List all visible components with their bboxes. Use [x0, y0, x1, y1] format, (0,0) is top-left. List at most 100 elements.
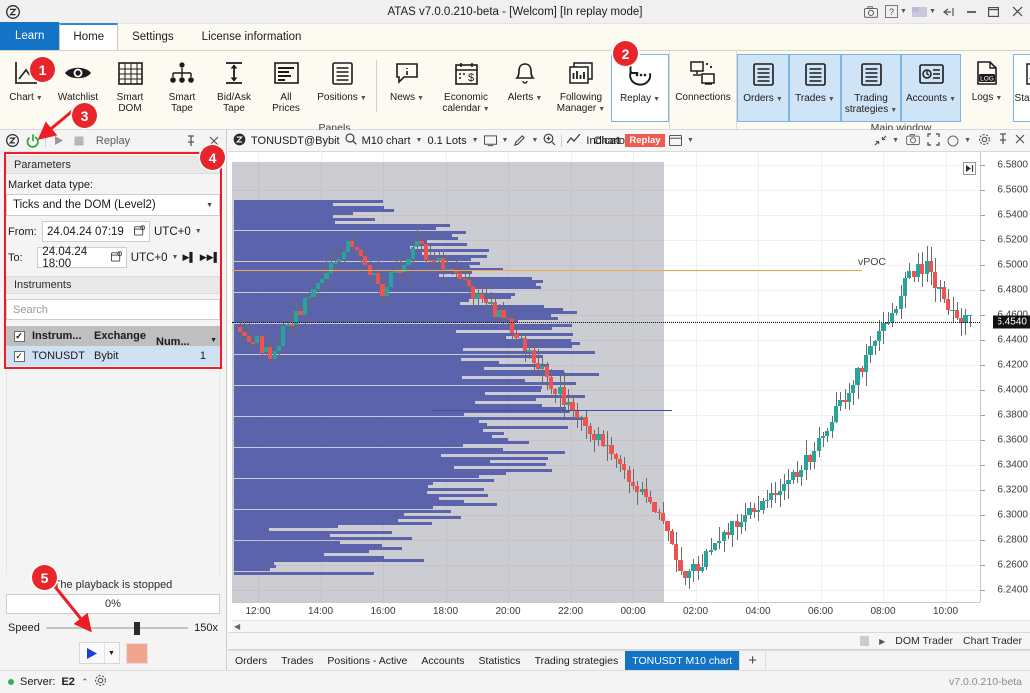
power-icon[interactable] — [25, 133, 40, 148]
volume-profile-bar — [234, 342, 580, 346]
tab-learn[interactable]: Learn — [0, 22, 60, 50]
calendar-icon[interactable] — [110, 250, 122, 265]
candle-body — [881, 323, 886, 331]
chart-indicators-button[interactable]: Indicators — [586, 134, 635, 147]
gear-icon[interactable] — [94, 674, 107, 690]
playback-play-button[interactable] — [80, 647, 104, 660]
screenshot-button[interactable] — [860, 0, 882, 24]
tab-settings[interactable]: Settings — [132, 31, 174, 43]
candle-body — [514, 333, 519, 339]
market-data-type-select[interactable]: Ticks and the DOM (Level2) ▼ — [6, 194, 220, 216]
column-header-instrument[interactable]: Instrum... — [32, 330, 82, 342]
gridline — [232, 364, 980, 366]
bottom-tab-statistics[interactable]: Statistics — [478, 654, 521, 667]
ribbon-button-following-manager[interactable]: Following Manager ▼ — [551, 54, 611, 122]
expand-icon[interactable]: ▶ — [879, 636, 886, 646]
from-datetime-input[interactable]: 24.04.24 07:19 — [42, 221, 150, 242]
close-icon[interactable] — [206, 133, 221, 148]
to-timezone-select[interactable]: UTC+0 ▼ — [130, 251, 179, 264]
chart-trader-button[interactable]: Chart Trader — [963, 635, 1022, 647]
chart-drawing-button[interactable]: ▼ — [513, 134, 538, 147]
ribbon-button-statistics[interactable]: Statistics▼ — [1013, 54, 1030, 122]
ribbon-button-bid-ask-tape[interactable]: Bid/Ask Tape — [208, 54, 260, 122]
ribbon-button-watchlist[interactable]: Watchlist — [52, 54, 104, 122]
to-timezone-value: UTC+0 — [130, 251, 168, 264]
chart-time-axis[interactable]: 12:00 14:00 16:00 18:00 20:00 22:00 00:00 02:00… — [232, 602, 980, 620]
gridline — [232, 439, 980, 441]
collapse-ribbon-button[interactable] — [938, 0, 960, 24]
ribbon-button-economic-calendar[interactable]: $ Economic calendar ▼ — [433, 54, 499, 122]
table-row[interactable]: ✓ TONUSDT Bybit 1 — [6, 346, 220, 366]
candle-body — [337, 259, 342, 263]
speed-slider-thumb[interactable] — [134, 621, 141, 635]
ribbon-button-positions[interactable]: Positions ▼ — [312, 54, 372, 122]
chart-layout-button[interactable]: ▼ — [669, 135, 694, 146]
speed-slider[interactable] — [45, 621, 189, 635]
replay-stop-button[interactable] — [71, 133, 86, 148]
ribbon-button-orders[interactable]: Orders ▼ — [737, 54, 789, 122]
chart-timeframe-select[interactable]: M10 chart ▼ — [361, 134, 423, 147]
maximize-button[interactable] — [982, 0, 1004, 24]
zoom-in-icon[interactable] — [543, 133, 556, 149]
volume-profile-bar — [234, 549, 369, 553]
language-button[interactable]: ▼ — [910, 0, 938, 24]
chart-area[interactable]: vPOC 6.5800 6.5600 6.5400 6.5200 6.5000 6.480… — [228, 152, 1030, 633]
status-handle[interactable] — [860, 636, 870, 646]
ribbon-button-trades[interactable]: Trades ▼ — [789, 54, 841, 122]
minimize-button[interactable] — [960, 0, 982, 24]
instrument-search-input[interactable]: Search — [6, 299, 220, 320]
magnifier-icon[interactable] — [344, 133, 357, 148]
ribbon-button-smart-tape[interactable]: Smart Tape — [156, 54, 208, 122]
select-all-checkbox[interactable]: ✓ — [13, 330, 25, 342]
step-forward-icon[interactable]: ▶▌ — [182, 252, 196, 262]
calendar-icon[interactable] — [134, 224, 146, 239]
tab-license-information[interactable]: License information — [201, 31, 302, 43]
ribbon-button-alerts[interactable]: Alerts ▼ — [499, 54, 551, 122]
to-datetime-input[interactable]: 24.04.24 18:00 — [37, 246, 127, 270]
chart-monitor-button[interactable]: ▼ — [483, 134, 508, 147]
bottom-tab-trading-strategies[interactable]: Trading strategies — [534, 654, 619, 667]
dom-trader-button[interactable]: DOM Trader — [895, 635, 954, 647]
ribbon-button-smart-dom[interactable]: Smart DOM — [104, 54, 156, 122]
close-icon[interactable] — [1015, 134, 1025, 147]
gear-icon[interactable] — [978, 133, 991, 149]
ribbon-button-accounts[interactable]: Accounts ▼ — [901, 54, 961, 122]
close-button[interactable] — [1004, 0, 1030, 24]
skip-to-end-icon[interactable]: ▶▶▌ — [199, 252, 220, 262]
fullscreen-icon[interactable] — [927, 132, 940, 149]
bottom-tab-trades[interactable]: Trades — [281, 654, 314, 667]
bottom-tab-accounts[interactable]: Accounts — [421, 654, 465, 667]
chart-plot[interactable]: vPOC — [232, 152, 980, 602]
from-timezone-select[interactable]: UTC+0 ▼ — [154, 225, 202, 238]
pin-icon[interactable] — [183, 133, 198, 148]
ribbon-button-news[interactable]: News ▼ — [381, 54, 433, 122]
chevron-up-icon[interactable]: ⌃ — [80, 676, 89, 687]
chart-goto-last-bar-button[interactable] — [963, 162, 976, 175]
chart-instrument-label[interactable]: TONUSDT@Bybit — [251, 134, 340, 147]
bottom-tab-positions-active[interactable]: Positions - Active — [327, 654, 408, 667]
bottom-tab-orders[interactable]: Orders — [235, 654, 268, 667]
playback-stop-button[interactable] — [125, 642, 148, 664]
chart-price-axis[interactable]: 6.5800 6.5600 6.5400 6.5200 6.5000 6.4800 6.46… — [980, 152, 1030, 602]
collapse-arrows-icon[interactable]: ▼ — [874, 135, 899, 146]
help-button[interactable]: ? ▼ — [882, 0, 910, 24]
volume-profile-bar — [234, 512, 404, 516]
speech-bubble-info-icon — [395, 58, 419, 88]
chart-palette-button[interactable]: ▼ — [639, 134, 664, 147]
pin-icon[interactable] — [998, 133, 1008, 148]
column-header-exchange[interactable]: Exchange — [94, 330, 146, 342]
chart-lots-select[interactable]: 0.1 Lots ▼ — [427, 134, 479, 147]
chart-circle-button[interactable]: ▼ — [947, 135, 971, 147]
bottom-tab-tonusdt-m10-chart[interactable]: TONUSDT M10 chart — [625, 651, 740, 670]
ribbon-button-connections[interactable]: Connections — [670, 54, 736, 122]
playback-play-dropdown[interactable]: ▼ — [103, 643, 119, 663]
row-checkbox[interactable]: ✓ — [13, 350, 25, 362]
gridline — [508, 152, 509, 602]
camera-icon[interactable] — [906, 133, 920, 148]
ribbon-button-trading-strategies[interactable]: Trading strategies ▼ — [841, 54, 901, 122]
tab-home[interactable]: Home — [59, 23, 119, 50]
add-tab-button[interactable]: + — [739, 651, 766, 670]
ribbon-button-logs[interactable]: LOG Logs ▼ — [961, 54, 1013, 122]
ribbon-button-all-prices[interactable]: All Prices — [260, 54, 312, 122]
chart-horizontal-scrollbar[interactable]: ◀ — [232, 620, 1030, 632]
